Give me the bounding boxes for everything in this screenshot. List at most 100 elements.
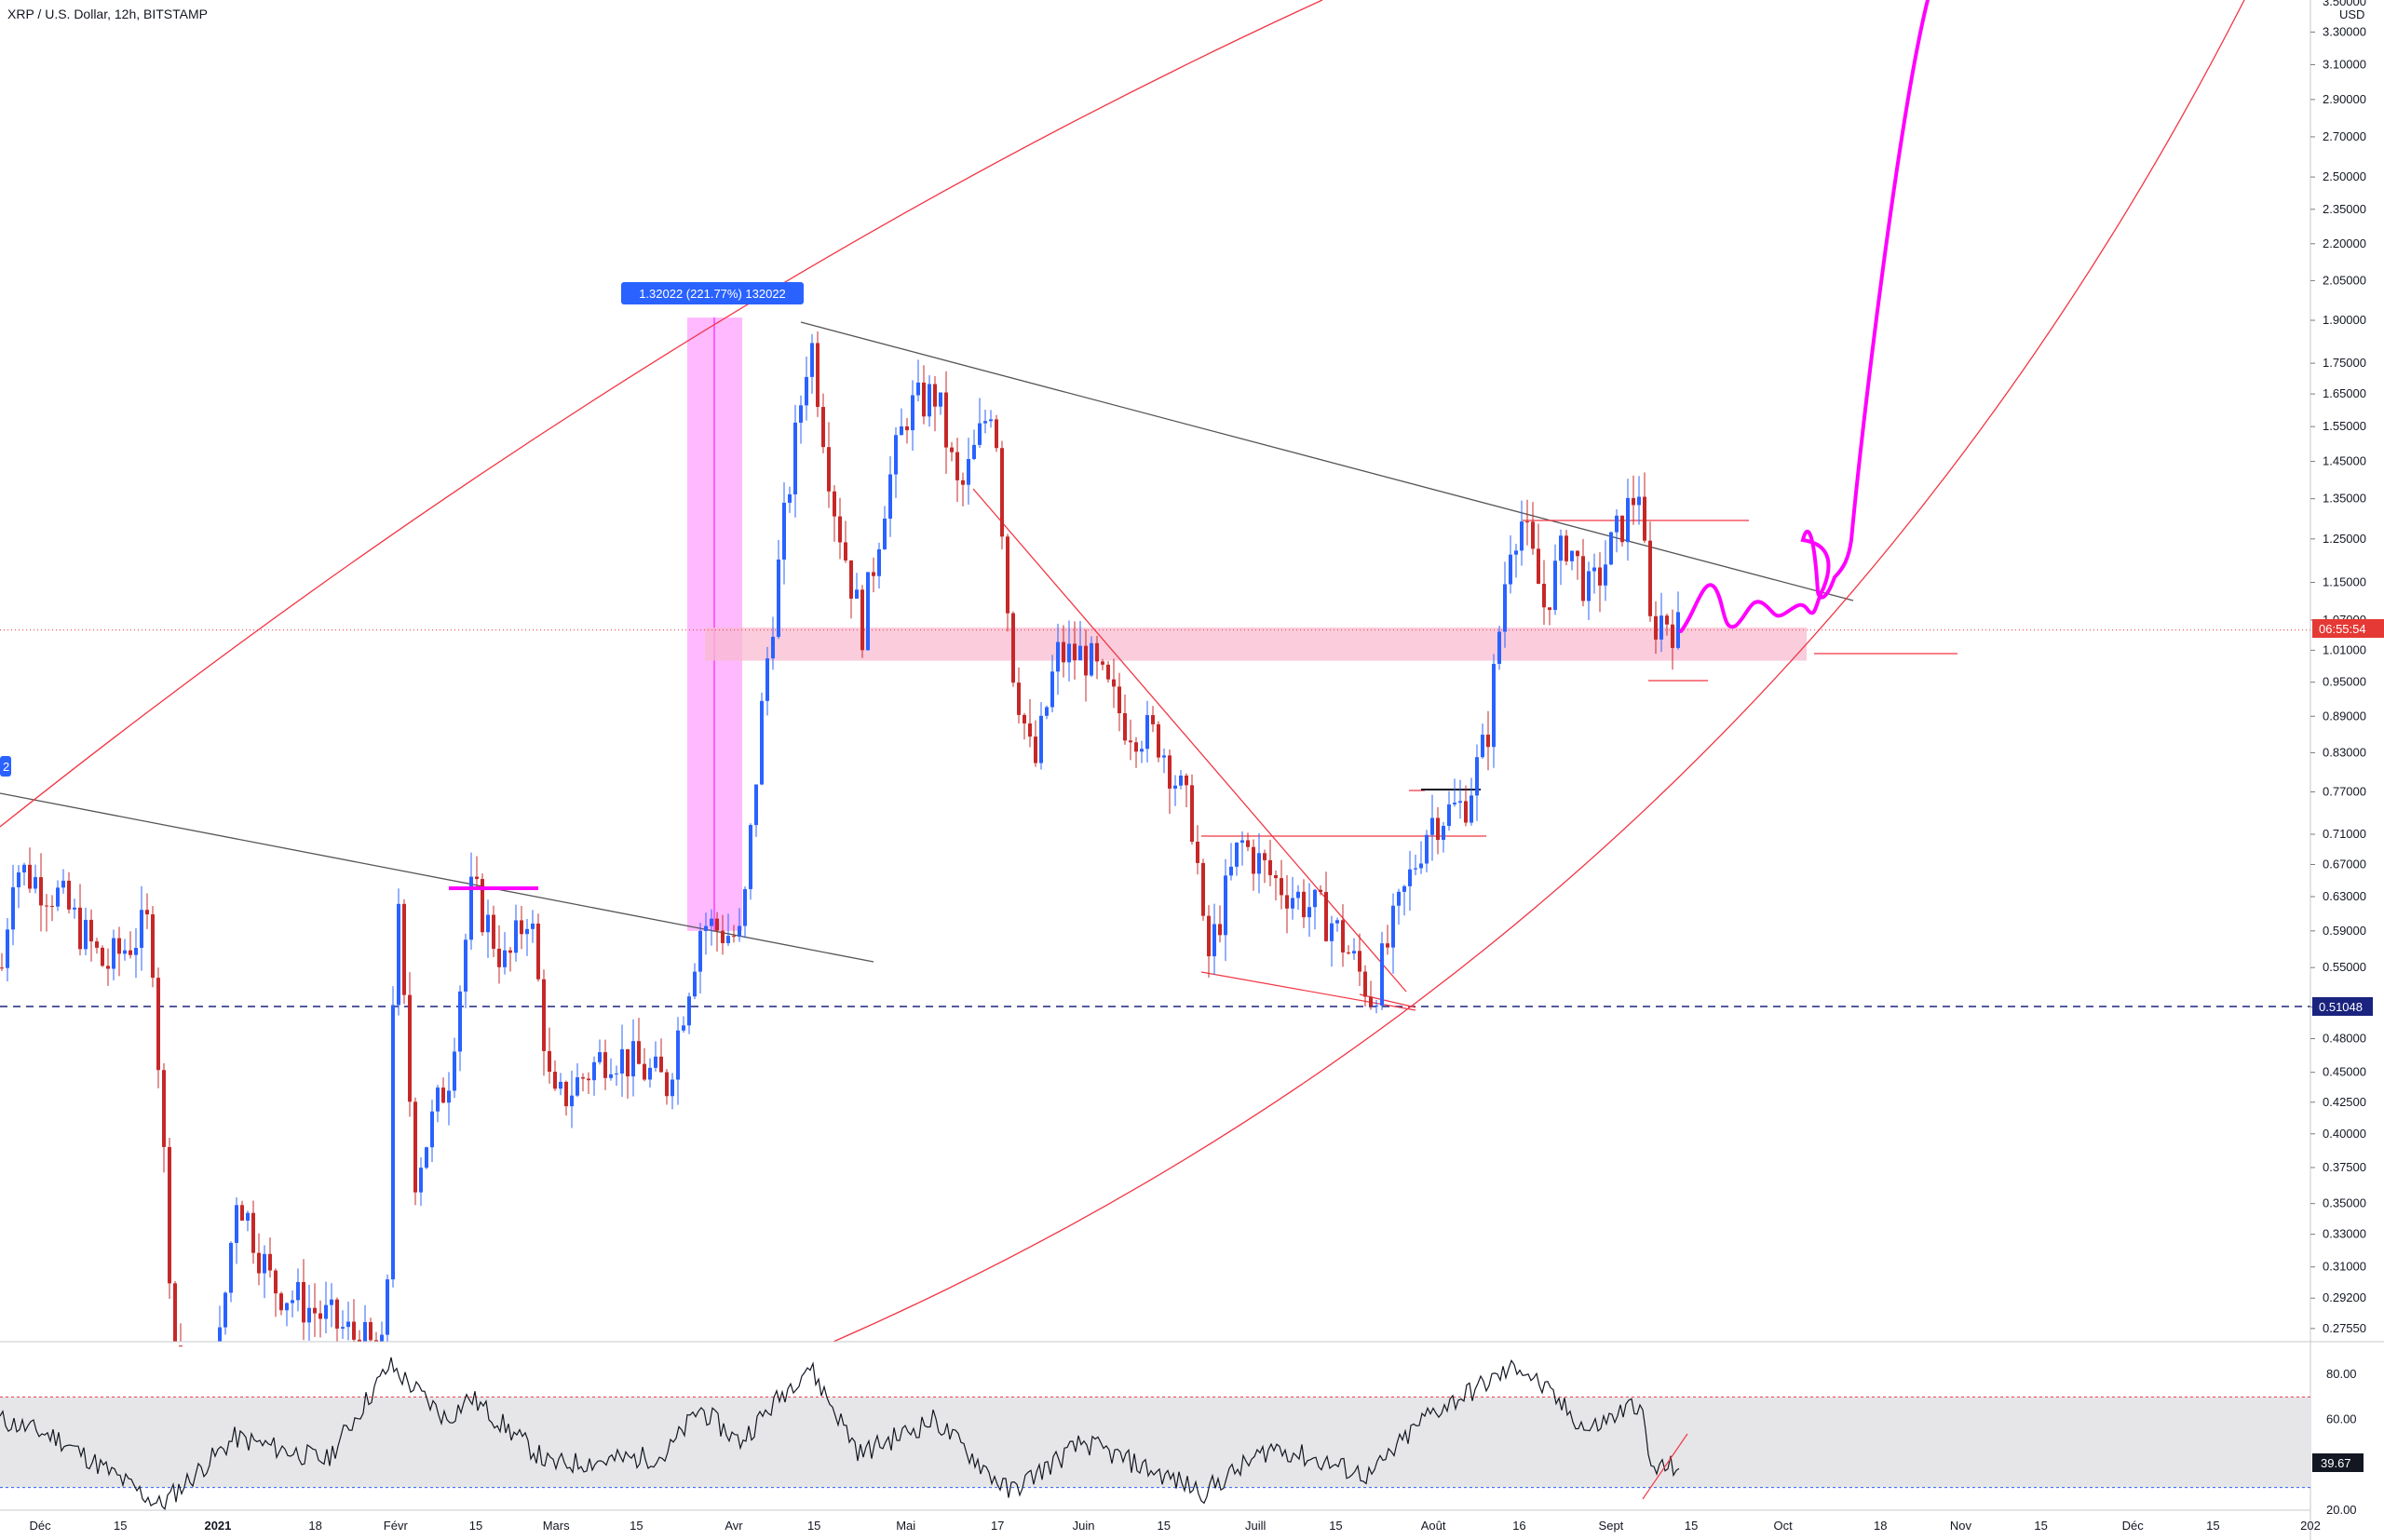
candle-body xyxy=(531,923,535,929)
candle xyxy=(346,1301,350,1341)
time-tick-label: Févr xyxy=(384,1519,409,1533)
price-tick-label: 0.27550 xyxy=(2323,1321,2366,1335)
candle-body xyxy=(1106,664,1110,680)
growth-arc-lower[interactable] xyxy=(833,0,2245,1343)
time-tick-label: 15 xyxy=(1685,1519,1698,1533)
candle-body xyxy=(1280,878,1283,896)
candle-body xyxy=(1201,862,1205,916)
candle xyxy=(408,972,412,1117)
time-tick-label: Nov xyxy=(1950,1519,1972,1533)
candle-body xyxy=(508,950,512,953)
time-tick-label: 16 xyxy=(1512,1519,1525,1533)
candle xyxy=(486,899,490,958)
candle xyxy=(307,1284,311,1341)
candle-body xyxy=(1553,561,1557,611)
candle xyxy=(1464,785,1468,827)
trend-lines xyxy=(0,0,2310,1343)
candle-body xyxy=(1145,715,1149,750)
candle xyxy=(497,925,501,984)
growth-arc-upper[interactable] xyxy=(0,0,1323,828)
candle-body xyxy=(1475,757,1479,796)
candle-body xyxy=(307,1307,311,1323)
candle-body xyxy=(1564,535,1568,561)
candle xyxy=(570,1070,574,1128)
projection-arrow[interactable] xyxy=(1359,993,1416,1008)
candle xyxy=(1335,917,1339,932)
candle xyxy=(922,365,926,425)
time-axis[interactable]: Déc 15 2021 18 Févr 15 Mars 15 Avr 15 Mai 17 Juin 15 J… xyxy=(30,1519,2321,1533)
candle-body xyxy=(1419,863,1423,869)
candle xyxy=(1145,700,1149,763)
candle-body xyxy=(710,918,713,926)
candle xyxy=(1196,825,1199,875)
candle xyxy=(302,1259,305,1341)
candle-body xyxy=(1285,895,1289,909)
candle xyxy=(464,933,467,1008)
candle-body xyxy=(1537,548,1540,584)
candle xyxy=(765,646,769,716)
candle-body xyxy=(933,384,937,407)
candle-body xyxy=(793,422,797,494)
chart-title: XRP / U.S. Dollar, 12h, BITSTAMP xyxy=(7,7,208,21)
price-tick-label: 0.89000 xyxy=(2323,709,2366,723)
candle xyxy=(754,784,758,837)
candle xyxy=(1475,744,1479,821)
candle-body xyxy=(251,1212,255,1253)
price-tick-label: 0.59000 xyxy=(2323,924,2366,938)
candle xyxy=(45,894,48,932)
candle xyxy=(1380,931,1384,1010)
candle xyxy=(1319,885,1322,896)
time-tick-label: 18 xyxy=(308,1519,321,1533)
support-zone[interactable] xyxy=(705,627,1807,661)
candle-body xyxy=(1626,497,1630,543)
candle xyxy=(1592,553,1596,594)
candle xyxy=(1369,980,1373,1010)
measure-badge[interactable]: 1.32022 (221.77%) 132022 xyxy=(621,282,804,304)
candle-body xyxy=(11,887,15,930)
candle-body xyxy=(1369,996,1373,1006)
candle-body xyxy=(89,919,93,942)
projection-arrow[interactable] xyxy=(1200,971,1416,1011)
trendline-upper[interactable] xyxy=(800,321,1854,601)
candle-body xyxy=(1257,853,1261,874)
price-pane[interactable] xyxy=(0,0,2310,1347)
candle-body xyxy=(1307,907,1311,918)
price-tick-label: 2.05000 xyxy=(2323,273,2366,287)
candle xyxy=(1587,561,1591,621)
candle-body xyxy=(576,1077,579,1096)
candle xyxy=(1643,472,1646,544)
candle xyxy=(743,886,747,939)
candle-body xyxy=(1659,615,1663,640)
candle xyxy=(251,1200,255,1264)
candle-body xyxy=(492,914,495,949)
rsi-arrow[interactable] xyxy=(1642,1433,1688,1500)
candle xyxy=(218,1305,222,1342)
candle-body xyxy=(620,1048,624,1074)
candle-body xyxy=(481,879,484,933)
time-tick-label: Juin xyxy=(1073,1519,1095,1533)
candle-body xyxy=(877,548,881,576)
candle-body xyxy=(1581,556,1585,601)
candle-body xyxy=(821,407,825,448)
downtrend-line[interactable] xyxy=(972,488,1407,993)
price-axis[interactable]: 3.30000 3.10000 2.90000 2.70000 2.50000 2.350… xyxy=(2310,24,2366,1335)
candle xyxy=(1497,626,1501,670)
candle xyxy=(1537,523,1540,585)
candle-body xyxy=(1078,645,1082,661)
candle xyxy=(1123,694,1127,745)
candle xyxy=(22,862,26,886)
price-tick-label: 1.45000 xyxy=(2323,454,2366,468)
projection-path[interactable] xyxy=(1679,0,1930,633)
candle xyxy=(710,909,713,946)
candle-body xyxy=(1570,550,1574,561)
rsi-pane[interactable] xyxy=(0,1357,2310,1511)
candle xyxy=(318,1300,322,1338)
candle xyxy=(1542,560,1546,626)
candle xyxy=(643,1047,646,1082)
candle xyxy=(419,1157,423,1207)
candle-body xyxy=(844,542,847,561)
candle xyxy=(1252,839,1255,891)
candle xyxy=(492,905,495,958)
candle-body xyxy=(1168,755,1172,789)
